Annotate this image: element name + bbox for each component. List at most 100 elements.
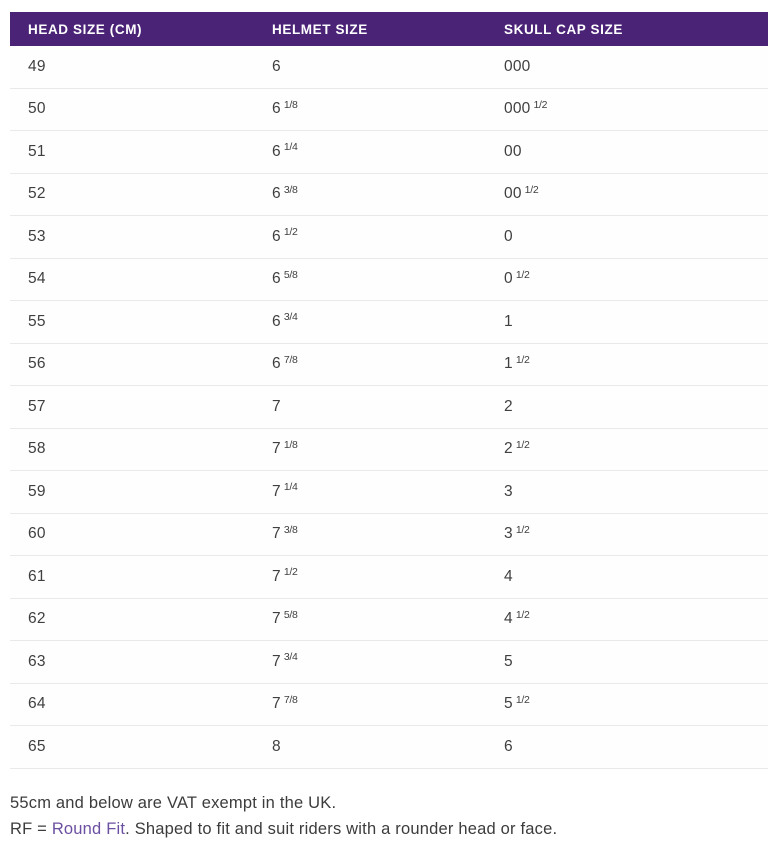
skull-cap-size-cell: 3 1/2: [504, 523, 768, 543]
helmet-size-value: 6: [272, 270, 281, 288]
helmet-size-cell: 7: [272, 398, 504, 416]
head-size-value: 54: [28, 270, 46, 288]
skull-cap-size-value: 2: [504, 397, 513, 415]
helmet-size-value: 8: [272, 737, 281, 755]
table-row: 53 6 1/2 0: [10, 216, 768, 259]
skull-cap-size-cell: 1 1/2: [504, 354, 768, 373]
helmet-size-fraction: 3/4: [283, 311, 298, 324]
helmet-size-cell: 8: [272, 738, 504, 756]
skull-cap-size-cell: 0 1/2: [504, 268, 768, 288]
head-size-cell: 49: [10, 58, 272, 76]
helmet-size-value: 6: [272, 227, 281, 245]
head-size-value: 63: [28, 652, 46, 670]
head-size-value: 61: [28, 567, 46, 585]
table-row: 57 7 2: [10, 386, 768, 429]
head-size-value: 52: [28, 185, 46, 203]
helmet-size-cell: 6 3/8: [272, 183, 504, 203]
skull-cap-size-value: 5: [504, 652, 513, 670]
skull-cap-size-value: 4: [504, 610, 513, 628]
head-size-value: 58: [28, 440, 46, 458]
head-size-cell: 61: [10, 568, 272, 586]
round-fit-prefix: RF =: [10, 819, 52, 838]
skull-cap-size-value: 4: [504, 567, 513, 585]
round-fit-link[interactable]: Round Fit: [51, 819, 126, 838]
table-row: 64 7 7/8 5 1/2: [10, 683, 768, 726]
skull-cap-size-value: 000: [504, 100, 531, 118]
helmet-size-value: 6: [272, 185, 281, 203]
skull-cap-size-fraction: 1/2: [515, 608, 530, 621]
size-chart-table: HEAD SIZE (CM) HELMET SIZE SKULL CAP SIZ…: [10, 12, 768, 769]
head-size-cell: 63: [10, 653, 272, 671]
skull-cap-size-cell: 000: [504, 58, 768, 76]
skull-cap-size-cell: 4 1/2: [504, 608, 768, 628]
skull-cap-size-cell: 5: [504, 653, 768, 671]
helmet-size-cell: 7 1/2: [272, 566, 504, 586]
table-row: 62 7 5/8 4 1/2: [10, 598, 768, 641]
skull-cap-size-value: 00: [504, 142, 522, 160]
skull-cap-size-cell: 2: [504, 398, 768, 416]
skull-cap-size-value: 5: [504, 695, 513, 713]
helmet-size-fraction: 7/8: [283, 353, 298, 366]
head-size-value: 57: [28, 397, 46, 415]
helmet-size-fraction: 5/8: [283, 608, 298, 621]
head-size-value: 49: [28, 57, 46, 75]
skull-cap-size-value: 2: [504, 440, 513, 458]
helmet-size-value: 7: [272, 397, 281, 415]
skull-cap-size-fraction: 1/2: [515, 523, 530, 536]
skull-cap-size-cell: 3: [504, 483, 768, 501]
table-row: 55 6 3/4 1: [10, 301, 768, 344]
helmet-size-value: 7: [272, 482, 281, 500]
footnotes: 55cm and below are VAT exempt in the UK.…: [10, 790, 768, 842]
table-row: 60 7 3/8 3 1/2: [10, 513, 768, 556]
head-size-value: 53: [28, 227, 46, 245]
head-size-cell: 57: [10, 398, 272, 416]
table-header-row: HEAD SIZE (CM) HELMET SIZE SKULL CAP SIZ…: [10, 12, 768, 46]
helmet-size-fraction: 1/8: [283, 438, 298, 451]
table-row: 51 6 1/4 00: [10, 131, 768, 174]
head-size-value: 56: [28, 355, 46, 373]
skull-cap-size-cell: 000 1/2: [504, 98, 768, 118]
helmet-size-cell: 6 7/8: [272, 353, 504, 373]
helmet-size-cell: 7 7/8: [272, 694, 504, 713]
table-row: 52 6 3/8 00 1/2: [10, 173, 768, 216]
skull-cap-size-fraction: 1/2: [515, 268, 530, 281]
skull-cap-size-cell: 5 1/2: [504, 694, 768, 713]
helmet-size-value: 7: [272, 525, 281, 543]
skull-cap-size-fraction: 1/2: [524, 183, 539, 196]
head-size-cell: 60: [10, 525, 272, 543]
helmet-size-cell: 6 1/4: [272, 141, 504, 161]
head-size-cell: 55: [10, 313, 272, 331]
helmet-size-value: 6: [272, 355, 281, 373]
table-row: 49 6 000: [10, 46, 768, 89]
column-header-helmet-size: HELMET SIZE: [272, 21, 368, 37]
skull-cap-size-fraction: 1/2: [533, 98, 548, 111]
helmet-size-cell: 6 1/2: [272, 226, 504, 246]
skull-cap-size-fraction: 1/2: [515, 438, 530, 451]
skull-cap-size-value: 1: [504, 355, 513, 373]
head-size-cell: 52: [10, 185, 272, 203]
helmet-size-fraction: 3/8: [283, 183, 298, 196]
table-row: 54 6 5/8 0 1/2: [10, 258, 768, 301]
helmet-size-value: 7: [272, 440, 281, 458]
helmet-size-fraction: 1/2: [283, 226, 298, 239]
head-size-value: 64: [28, 695, 46, 713]
skull-cap-size-cell: 0: [504, 228, 768, 246]
skull-cap-size-value: 6: [504, 737, 513, 755]
helmet-size-value: 7: [272, 695, 281, 713]
head-size-cell: 54: [10, 270, 272, 288]
column-header-head-size: HEAD SIZE (CM): [28, 21, 143, 37]
head-size-cell: 50: [10, 100, 272, 118]
helmet-size-cell: 6 5/8: [272, 269, 504, 288]
skull-cap-size-value: 0: [504, 270, 513, 288]
skull-cap-size-cell: 1: [504, 313, 768, 331]
helmet-size-value: 7: [272, 610, 281, 628]
helmet-size-value: 7: [272, 567, 281, 585]
table-row: 50 6 1/8 000 1/2: [10, 88, 768, 131]
helmet-size-cell: 7 3/4: [272, 651, 504, 671]
table-row: 61 7 1/2 4: [10, 556, 768, 599]
helmet-size-value: 6: [272, 312, 281, 330]
head-size-value: 59: [28, 482, 46, 500]
skull-cap-size-value: 3: [504, 482, 513, 500]
